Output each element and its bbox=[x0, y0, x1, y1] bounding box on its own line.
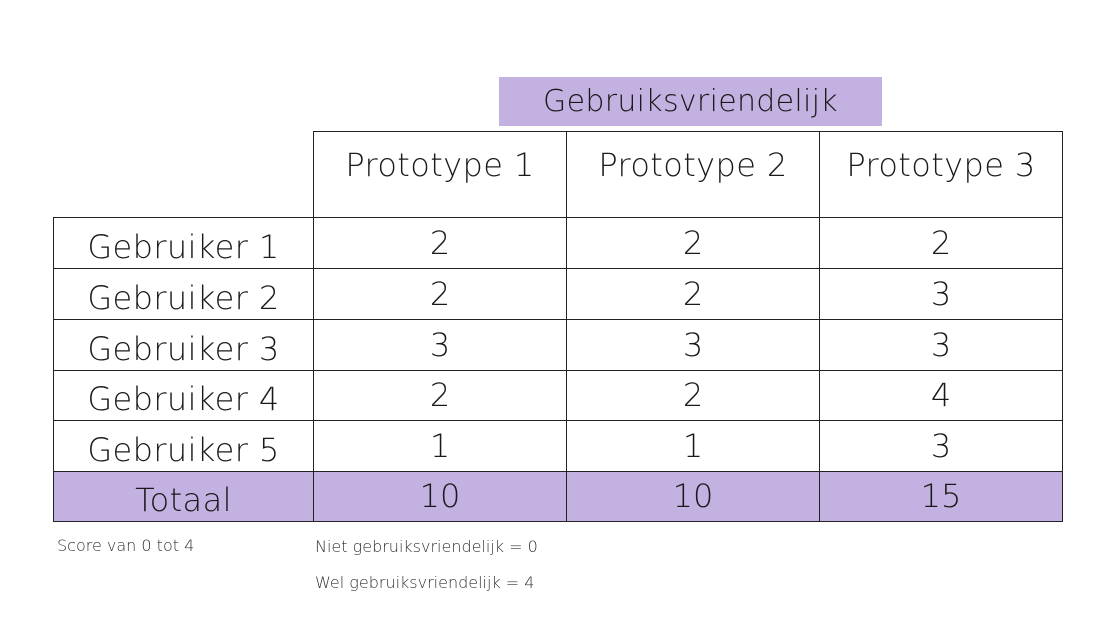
grid-line bbox=[313, 131, 314, 522]
grid-line bbox=[53, 420, 1063, 421]
grid-line bbox=[53, 471, 1063, 472]
score-cell: 2 bbox=[682, 224, 704, 262]
row-label-gebruiker-3: Gebruiker 3 bbox=[87, 330, 280, 368]
grid-line bbox=[53, 268, 1063, 269]
score-cell: 3 bbox=[429, 326, 451, 364]
row-label-gebruiker-2: Gebruiker 2 bbox=[87, 279, 280, 317]
score-cell: 1 bbox=[429, 427, 451, 465]
column-header-prototype-2: Prototype 2 bbox=[598, 146, 788, 184]
row-label-gebruiker-5: Gebruiker 5 bbox=[87, 431, 280, 469]
score-cell: 2 bbox=[682, 275, 704, 313]
grid-line bbox=[53, 217, 54, 522]
score-cell: 3 bbox=[930, 275, 952, 313]
column-header-prototype-1: Prototype 1 bbox=[345, 146, 535, 184]
total-cell: 10 bbox=[419, 477, 461, 515]
column-header-prototype-3: Prototype 3 bbox=[846, 146, 1036, 184]
grid-line bbox=[53, 217, 1063, 218]
grid-line bbox=[819, 131, 820, 522]
low-score-note: Niet gebruiksvriendelijk = 0 bbox=[315, 537, 538, 556]
score-cell: 2 bbox=[682, 376, 704, 414]
grid-line bbox=[1062, 131, 1063, 522]
grid-line bbox=[566, 131, 567, 522]
row-label-gebruiker-1: Gebruiker 1 bbox=[87, 228, 280, 266]
grid-line bbox=[53, 521, 1063, 522]
score-cell: 3 bbox=[930, 427, 952, 465]
score-range-note: Score van 0 tot 4 bbox=[57, 536, 195, 555]
score-cell: 1 bbox=[682, 427, 704, 465]
total-cell: 15 bbox=[920, 477, 962, 515]
score-cell: 2 bbox=[429, 376, 451, 414]
score-cell: 2 bbox=[429, 224, 451, 262]
grid-line bbox=[53, 370, 1063, 371]
score-cell: 2 bbox=[429, 275, 451, 313]
grid-line bbox=[313, 131, 1063, 132]
score-cell: 3 bbox=[682, 326, 704, 364]
score-cell: 4 bbox=[930, 376, 952, 414]
total-row-background bbox=[53, 471, 1063, 521]
total-label: Totaal bbox=[135, 481, 232, 519]
high-score-note: Wel gebruiksvriendelijk = 4 bbox=[315, 573, 535, 592]
score-cell: 3 bbox=[930, 326, 952, 364]
row-label-gebruiker-4: Gebruiker 4 bbox=[87, 380, 280, 418]
score-cell: 2 bbox=[930, 224, 952, 262]
grid-line bbox=[53, 319, 1063, 320]
table-title: Gebruiksvriendelijk bbox=[499, 77, 882, 126]
total-cell: 10 bbox=[672, 477, 714, 515]
